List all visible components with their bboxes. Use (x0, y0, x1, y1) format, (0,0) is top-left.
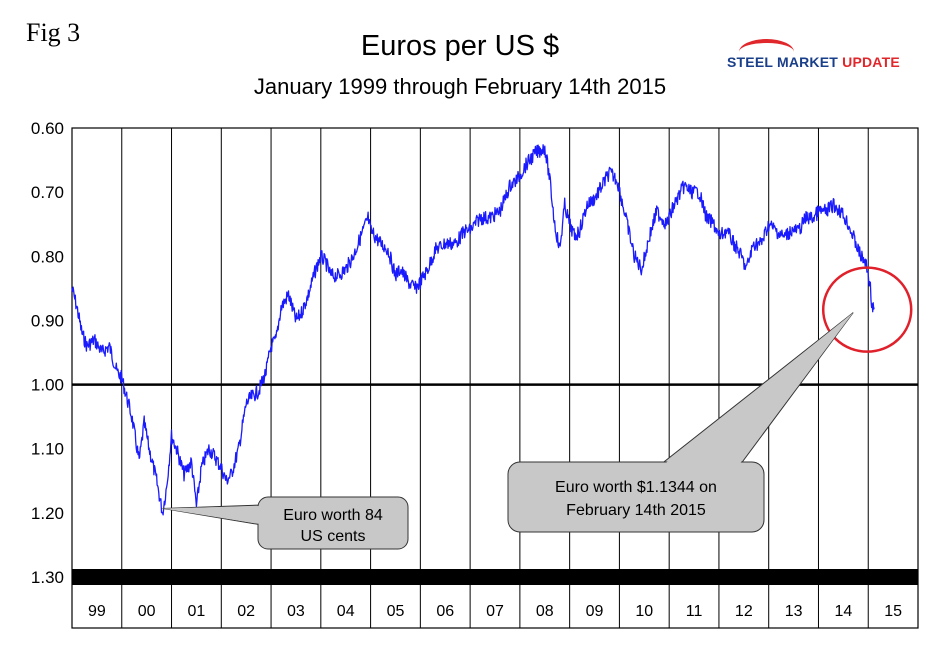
x-year-label: 15 (884, 603, 902, 620)
callout-text: February 14th 2015 (566, 502, 706, 519)
x-year-label: 10 (635, 603, 653, 620)
y-tick-label: 1.10 (31, 440, 64, 459)
chart-title: Euros per US $ (360, 30, 560, 62)
x-year-label: 04 (337, 603, 355, 620)
callout-pointer-fill (162, 506, 260, 524)
steel-market-update-logo: STEEL MARKET UPDATE (727, 39, 900, 70)
euro-usd-series-line (71, 144, 875, 516)
x-year-label: 08 (536, 603, 554, 620)
x-year-label: 12 (735, 603, 753, 620)
y-tick-label: 1.00 (31, 376, 64, 395)
y-tick-label: 0.90 (31, 311, 64, 330)
x-year-label: 02 (237, 603, 255, 620)
y-tick-label: 0.70 (31, 183, 64, 202)
y-tick-label: 0.60 (31, 119, 64, 138)
x-year-label: 99 (88, 603, 106, 620)
callout-pointer-fill (662, 312, 854, 466)
callout-text: Euro worth 84 (283, 507, 383, 524)
logo-arc-icon (739, 39, 794, 65)
y-tick-label: 1.30 (31, 568, 64, 587)
callout-text: Euro worth $1.1344 on (555, 479, 717, 496)
figure-label: Fig 3 (26, 18, 81, 47)
x-year-label: 00 (138, 603, 156, 620)
x-year-label: 03 (287, 603, 305, 620)
x-year-label: 06 (436, 603, 454, 620)
logo-text-accent: UPDATE (842, 54, 900, 70)
callout-box (507, 461, 765, 533)
chart-subtitle: January 1999 through February 14th 2015 (253, 74, 667, 99)
y-tick-label: 0.80 (31, 247, 64, 266)
x-year-label: 11 (686, 603, 703, 620)
latest-value-highlight-circle (821, 266, 913, 353)
x-year-label: 01 (188, 603, 206, 620)
callout-pointer (658, 312, 854, 466)
x-year-label: 07 (486, 603, 504, 620)
axis-band-1-30 (72, 569, 918, 585)
x-year-label: 09 (586, 603, 604, 620)
plot-frame (71, 127, 919, 629)
x-year-label: 13 (785, 603, 803, 620)
x-year-label: 14 (834, 603, 852, 620)
x-year-label: 05 (387, 603, 405, 620)
callout-text: US cents (301, 528, 366, 545)
y-tick-label: 1.20 (31, 504, 64, 523)
